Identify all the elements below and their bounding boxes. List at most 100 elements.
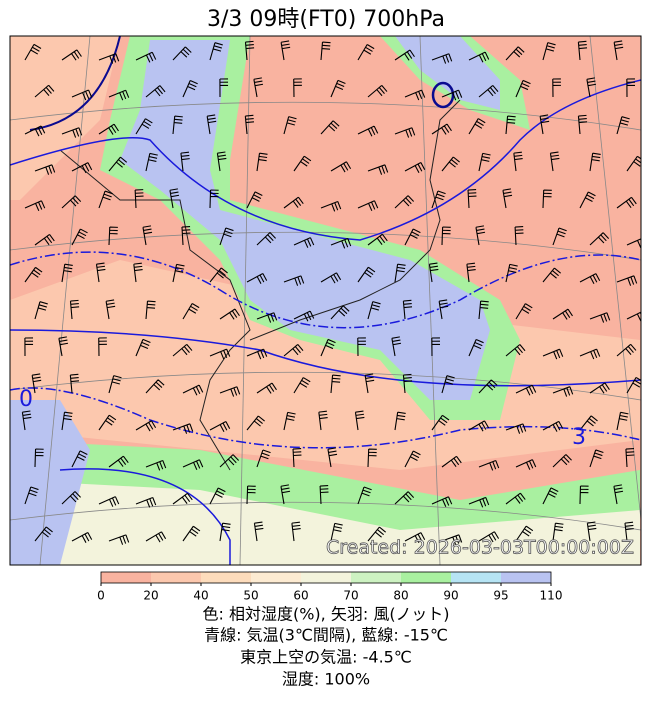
wind-barb: [616, 411, 629, 431]
wind-barb: [354, 410, 365, 431]
wind-barb: [69, 299, 80, 320]
colorbar-tick-label: 70: [343, 589, 358, 603]
wind-barb: [367, 301, 381, 320]
wind-barb: [624, 521, 634, 542]
wind-barb: [552, 78, 561, 98]
wind-barb: [181, 226, 191, 246]
wind-barb: [441, 534, 463, 545]
wind-barb: [394, 127, 416, 138]
wind-barb: [515, 384, 537, 396]
wind-barb: [34, 448, 44, 468]
colorbar-segment: [101, 572, 151, 583]
wind-barb: [330, 374, 341, 394]
wind-barb: [505, 115, 516, 135]
colorbar-segment: [201, 572, 251, 583]
wind-barb: [98, 496, 120, 507]
wind-barb: [34, 164, 56, 175]
wind-barb: [24, 266, 43, 283]
wind-barb: [256, 152, 268, 172]
wind-barb: [280, 484, 291, 505]
coastline: [59, 99, 461, 471]
wind-barb: [246, 191, 263, 209]
wind-barb: [256, 382, 277, 394]
wind-barb: [330, 522, 343, 542]
wind-barb: [209, 267, 228, 283]
wind-barb: [172, 423, 194, 434]
wind-barb: [478, 460, 500, 471]
wind-barb: [71, 531, 93, 543]
wind-barb: [145, 85, 166, 98]
wind-barb: [589, 382, 610, 394]
wind-barb: [542, 189, 552, 209]
wind-barbs: [21, 40, 641, 545]
wind-barb: [505, 492, 526, 505]
wind-barb: [552, 308, 573, 320]
wind-barb: [367, 526, 387, 542]
wind-barb: [552, 522, 564, 542]
wind-barb: [515, 79, 531, 98]
wind-barb: [357, 486, 372, 505]
wind-barb: [246, 272, 268, 284]
wind-barb: [169, 188, 180, 209]
wind-barb: [135, 338, 151, 357]
wind-barb: [98, 414, 117, 431]
wind-barb: [61, 411, 73, 431]
wind-barb: [291, 521, 301, 542]
wind-barb: [24, 486, 39, 505]
caption-line: 青線: 気温(3℃間隔), 藍線: -15℃: [204, 626, 448, 645]
wind-barb: [468, 338, 484, 357]
wind-barb: [431, 496, 453, 507]
wind-barb: [626, 238, 641, 248]
wind-barb: [320, 41, 331, 61]
wind-barb: [367, 84, 388, 98]
wind-barb: [438, 299, 449, 320]
wind-barb: [431, 190, 446, 209]
wind-barb: [209, 348, 231, 360]
wind-barb: [589, 152, 601, 172]
wind-barb: [219, 454, 240, 468]
wind-barb: [466, 262, 476, 283]
wind-barb: [34, 301, 48, 320]
wind-barb: [394, 411, 406, 431]
wind-barb: [357, 266, 376, 283]
wind-barb: [108, 226, 118, 246]
wind-barb: [577, 40, 588, 61]
wind-barb: [586, 77, 597, 98]
wind-barb: [391, 336, 402, 357]
wind-barb: [589, 232, 610, 246]
wind-barb: [579, 273, 601, 285]
contour-label: 0: [19, 387, 33, 412]
wind-barb: [142, 225, 153, 246]
wind-barb: [133, 262, 143, 283]
wind-barb: [357, 200, 379, 211]
humidity-area: [10, 480, 640, 565]
wind-barb: [71, 162, 93, 174]
wind-barb: [283, 275, 305, 286]
colorbar-tick-label: 80: [393, 589, 408, 603]
wind-barb: [61, 127, 83, 138]
wind-barb: [71, 450, 88, 468]
wind-barb: [180, 151, 190, 172]
wind-barb: [579, 348, 601, 360]
wind-barb: [31, 373, 42, 394]
wind-barb: [404, 450, 421, 468]
wind-barb: [21, 410, 32, 431]
wind-barb: [626, 311, 641, 322]
wind-barb: [105, 299, 116, 320]
wind-barb: [327, 447, 338, 468]
wind-barb: [108, 455, 129, 468]
wind-barb: [589, 312, 611, 323]
wind-barb: [244, 40, 255, 61]
wind-barb: [182, 303, 200, 320]
wind-barb: [330, 79, 346, 98]
wind-barb: [145, 531, 167, 543]
wind-barb: [468, 420, 490, 432]
wind-barb: [367, 448, 377, 468]
wind-barb: [145, 300, 156, 320]
wind-barb: [134, 189, 144, 209]
wind-barb: [320, 272, 342, 284]
wind-barb: [579, 415, 598, 431]
map-frame: [9, 35, 642, 566]
wind-barb: [441, 375, 455, 394]
wind-barb: [613, 40, 624, 61]
